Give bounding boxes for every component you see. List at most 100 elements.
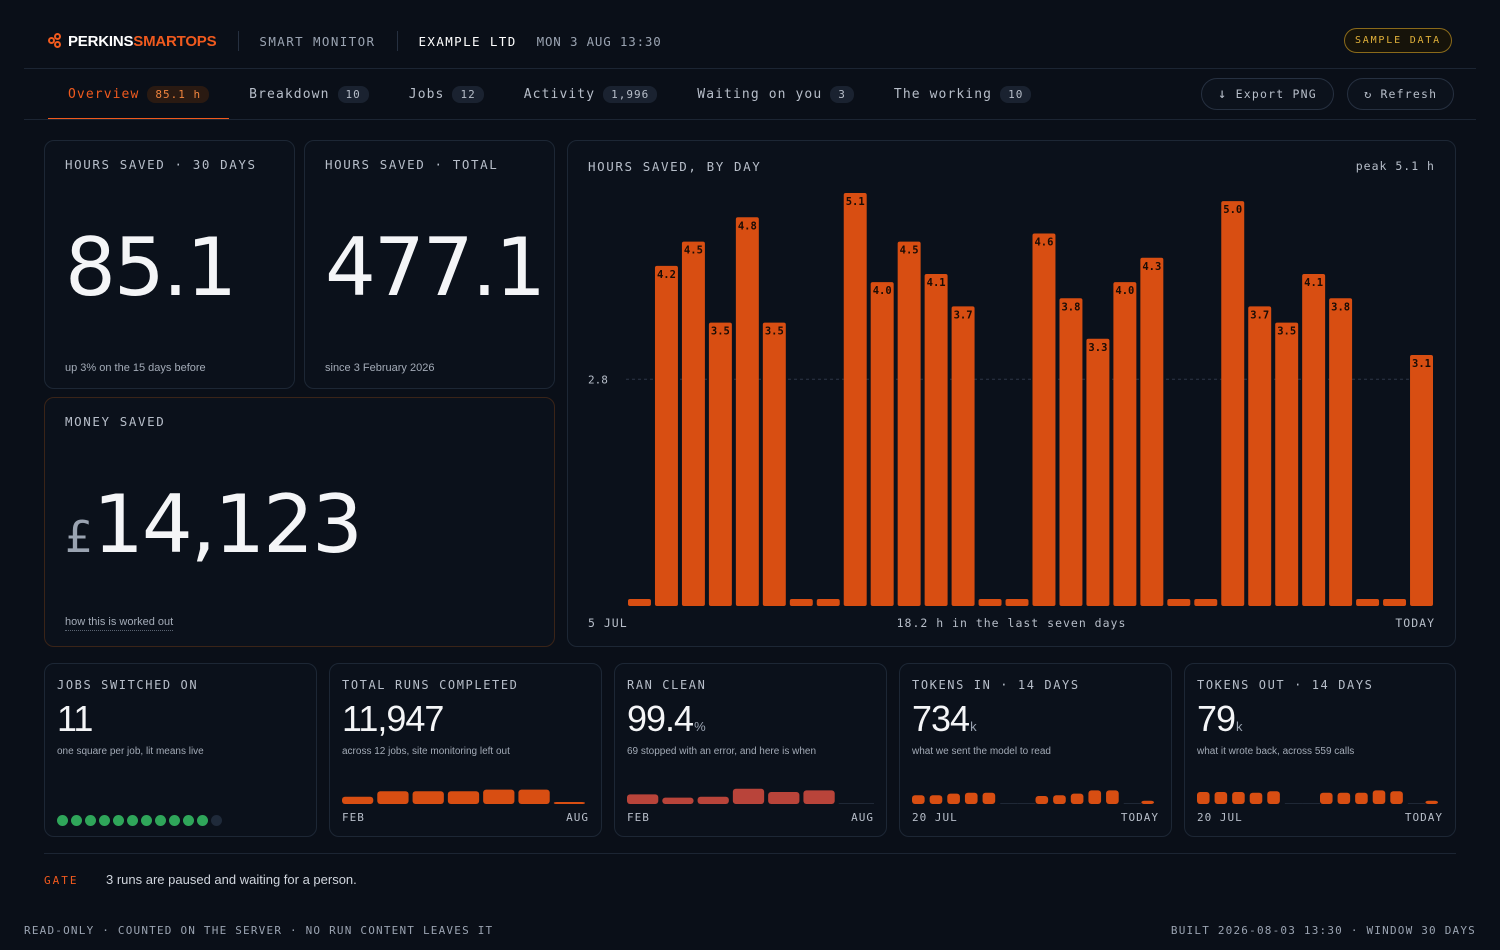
bar-value-label: 3.5	[1277, 326, 1296, 338]
brand-logo[interactable]: PERKINS SMARTOPS	[48, 33, 217, 50]
spark-bar	[803, 790, 835, 804]
tab-waiting-on-you[interactable]: Waiting on you 3	[677, 70, 874, 119]
day-bar[interactable]	[628, 599, 651, 606]
day-bar[interactable]	[654, 265, 678, 606]
spark-bar	[947, 793, 960, 804]
day-bar[interactable]	[843, 193, 867, 606]
spark-bar	[412, 791, 444, 804]
day-bar[interactable]	[1032, 233, 1056, 606]
job-live-dot[interactable]	[113, 815, 124, 826]
day-bar[interactable]	[1113, 282, 1137, 606]
day-bar[interactable]	[681, 241, 705, 606]
day-bar[interactable]	[897, 241, 921, 606]
day-bar[interactable]	[951, 306, 975, 606]
day-bar[interactable]	[978, 599, 1002, 606]
tab-label: Breakdown	[249, 87, 330, 102]
day-bar[interactable]	[1005, 599, 1029, 606]
day-bar[interactable]	[1410, 354, 1433, 606]
export-png-button[interactable]: ↓ Export PNG	[1201, 78, 1334, 110]
bar-value-label: 4.1	[927, 277, 946, 289]
how-worked-out-link[interactable]: how this is worked out	[65, 616, 174, 631]
job-live-dot[interactable]	[57, 815, 68, 826]
day-bar[interactable]	[870, 282, 894, 606]
day-bar[interactable]	[708, 322, 732, 606]
footer-note: READ-ONLY · COUNTED ON THE SERVER · NO R…	[24, 924, 494, 937]
tab-count-badge: 85.1 h	[147, 86, 210, 103]
gate-message[interactable]: 3 runs are paused and waiting for a pers…	[106, 872, 357, 887]
axis-start: FEB	[342, 811, 365, 824]
spark-bar	[1232, 792, 1245, 804]
bar-value-label: 3.7	[1250, 309, 1269, 321]
reference-line-label: 2.8	[588, 373, 608, 386]
card-footnote: up 3% on the 15 days before	[65, 362, 206, 374]
job-live-dot[interactable]	[155, 815, 166, 826]
tab-label: The working	[893, 87, 993, 102]
job-idle-dot[interactable]	[211, 815, 222, 826]
bar-value-label: 3.7	[954, 309, 973, 321]
spark-bar	[1035, 796, 1049, 804]
bar-value-label: 5.0	[1223, 204, 1242, 216]
brand-mark-icon	[48, 33, 64, 49]
day-bar[interactable]	[735, 217, 759, 606]
card-label: TOKENS OUT · 14 DAYS	[1197, 678, 1374, 692]
job-live-dot[interactable]	[99, 815, 110, 826]
card-label: MONEY SAVED	[65, 414, 166, 429]
job-live-dot[interactable]	[197, 815, 208, 826]
bar-value-label: 4.6	[1034, 236, 1053, 248]
day-bar[interactable]	[1086, 338, 1110, 606]
job-live-dot[interactable]	[183, 815, 194, 826]
tab-activity[interactable]: Activity 1,996	[504, 70, 678, 119]
spark-bar	[1141, 800, 1154, 804]
day-bar[interactable]	[924, 273, 948, 606]
tab-overview[interactable]: Overview 85.1 h	[48, 70, 230, 120]
tab-breakdown[interactable]: Breakdown 10	[229, 70, 389, 119]
card-subtext: one square per job, lit means live	[57, 746, 204, 757]
hours-30-days-value: 85.1	[65, 221, 237, 314]
spark-bar	[1425, 800, 1438, 804]
bar-value-label: 4.5	[900, 245, 919, 257]
day-bar[interactable]	[1302, 273, 1326, 606]
spark-bar	[342, 796, 374, 804]
card-label: HOURS SAVED · TOTAL	[325, 157, 499, 172]
day-bar[interactable]	[762, 322, 786, 606]
tokens-in-number: 734	[912, 698, 970, 739]
card-subtext: what we sent the model to read	[912, 746, 1051, 757]
axis-start: FEB	[627, 811, 650, 824]
tab-count-badge: 10	[337, 86, 369, 103]
hours-total-card: HOURS SAVED · TOTAL 477.1 since 3 Februa…	[304, 140, 555, 389]
day-bar[interactable]	[1059, 298, 1083, 606]
day-bar[interactable]	[789, 599, 813, 606]
tab-count-badge: 1,996	[603, 86, 658, 103]
job-live-dot[interactable]	[85, 815, 96, 826]
day-bar[interactable]	[1383, 599, 1407, 606]
chart-peak: peak 5.1 h	[1355, 159, 1435, 173]
tab-the-working[interactable]: The working 10	[874, 70, 1051, 119]
day-bar[interactable]	[1167, 599, 1191, 606]
refresh-button[interactable]: ↻ Refresh	[1347, 78, 1455, 110]
card-subtext: what it wrote back, across 559 calls	[1197, 746, 1355, 757]
spark-bar	[982, 792, 996, 804]
tokens-in-card: TOKENS IN · 14 DAYS 734k what we sent th…	[899, 663, 1172, 837]
day-bar[interactable]	[1194, 599, 1218, 606]
tab-label: Overview	[68, 87, 140, 102]
tokens-in-value: 734k	[912, 698, 977, 740]
refresh-icon: ↻	[1364, 87, 1373, 101]
errors-sparkline	[627, 788, 874, 804]
day-bar[interactable]	[1275, 322, 1299, 606]
job-live-dot[interactable]	[141, 815, 152, 826]
spark-bar	[1355, 792, 1368, 804]
header-datetime: MON 3 AUG 13:30	[536, 33, 662, 49]
job-live-dot[interactable]	[127, 815, 138, 826]
day-bar[interactable]	[1356, 599, 1380, 606]
spark-bar	[912, 795, 925, 804]
job-live-dot[interactable]	[169, 815, 180, 826]
day-bar[interactable]	[1140, 257, 1164, 606]
tab-jobs[interactable]: Jobs 12	[389, 70, 504, 119]
day-bar[interactable]	[816, 599, 840, 606]
day-bar[interactable]	[1329, 298, 1353, 606]
day-bar[interactable]	[1221, 201, 1245, 607]
job-live-dot[interactable]	[71, 815, 82, 826]
spark-bar	[1088, 790, 1102, 804]
spark-bar	[1249, 792, 1263, 804]
day-bar[interactable]	[1248, 306, 1272, 606]
